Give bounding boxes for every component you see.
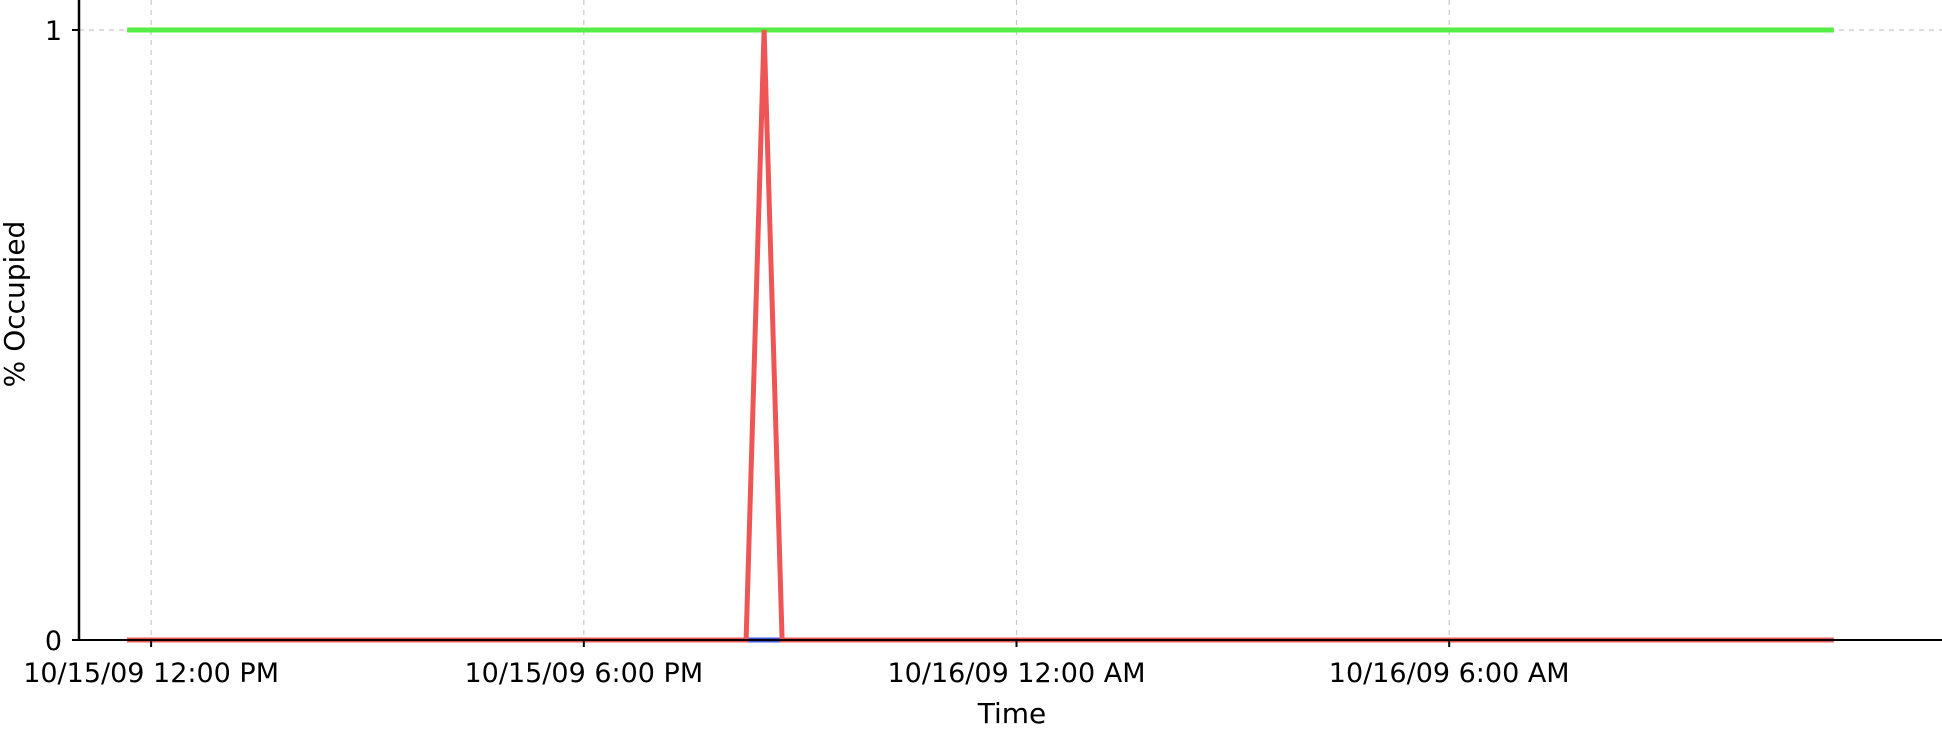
y-tick-label: 0 (45, 626, 62, 657)
grid (79, 0, 1942, 641)
y-tick-label: 1 (45, 16, 62, 47)
x-tick-label: 10/16/09 12:00 AM (888, 658, 1146, 689)
axes (72, 0, 1942, 647)
x-tick-label: 10/16/09 6:00 AM (1329, 658, 1570, 689)
x-tick-label: 10/15/09 12:00 PM (23, 658, 279, 689)
x-axis-title: Time (977, 697, 1047, 730)
series-line-3 (127, 29, 1834, 643)
series-lines (127, 27, 1834, 643)
tick-labels: 10/15/09 12:00 PM 10/15/09 6:00 PM 10/16/0… (23, 16, 1569, 689)
y-axis-title: % Occupied (0, 221, 31, 388)
x-tick-label: 10/15/09 6:00 PM (464, 658, 703, 689)
